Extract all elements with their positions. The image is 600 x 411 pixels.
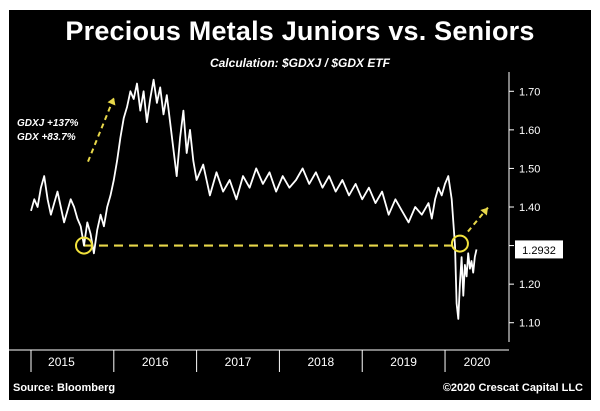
chart-marks: 1.101.201.301.401.501.601.70201520162017… <box>9 72 563 372</box>
chart-subtitle: Calculation: $GDXJ / $GDX ETF <box>209 56 391 70</box>
x-tick-label: 2015 <box>48 355 75 369</box>
annotation-line-2: GDX +83.7% <box>17 132 76 143</box>
y-tick-label: 1.60 <box>519 125 540 137</box>
highlight-circle-2015 <box>74 236 93 255</box>
highlight-circle-2020 <box>450 234 469 253</box>
copyright-label: ©2020 Crescat Capital LLC <box>442 382 583 394</box>
x-tick-label: 2020 <box>464 355 491 369</box>
growth-arrow-2015-head <box>107 97 116 106</box>
annotation-line-1: GDXJ +137% <box>17 118 79 129</box>
y-tick-label: 1.10 <box>519 318 540 330</box>
chart-title: Precious Metals Juniors vs. Seniors <box>65 16 535 46</box>
series-line <box>30 78 478 320</box>
y-tick-label: 1.50 <box>519 163 540 175</box>
source-label: Source: Bloomberg <box>13 382 116 394</box>
chart-panel: Precious Metals Juniors vs. Seniors Calc… <box>9 10 591 400</box>
x-tick-label: 2016 <box>142 355 169 369</box>
x-tick-label: 2019 <box>390 355 417 369</box>
growth-arrow-2015-shaft <box>87 97 115 162</box>
chart-svg: GDXJ +137% GDX +83.7% 1.101.201.301.401.… <box>9 72 563 372</box>
last-value-box <box>515 240 563 259</box>
y-tick-label: 1.40 <box>519 202 540 214</box>
growth-arrow-2020-head <box>480 207 488 216</box>
y-tick-label: 1.70 <box>519 86 540 98</box>
x-tick-label: 2018 <box>307 355 334 369</box>
x-tick-label: 2017 <box>225 355 252 369</box>
last-value-label: 1.2932 <box>522 245 556 257</box>
y-tick-label: 1.20 <box>519 279 540 291</box>
